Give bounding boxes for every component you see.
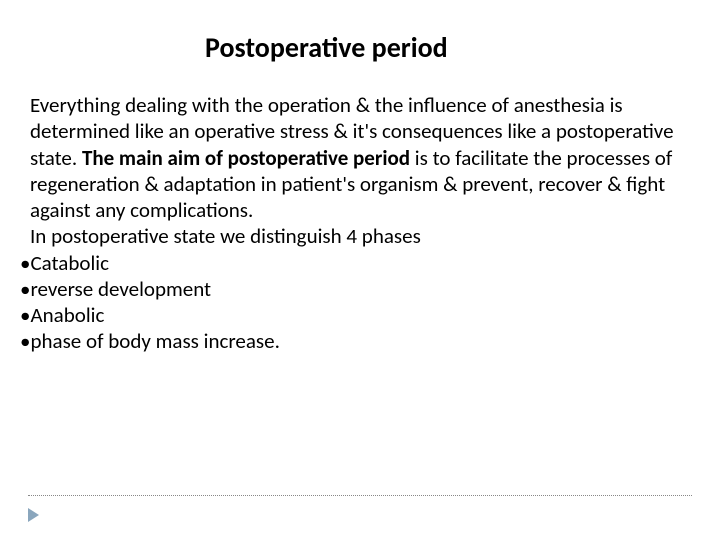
list-item: phase of body mass increase.: [20, 328, 690, 354]
list-item: reverse development: [20, 276, 690, 302]
slide: Postoperative period Everything dealing …: [0, 0, 720, 540]
intro-line-2: In postoperative state we distinguish 4 …: [30, 223, 690, 249]
phase-list: Catabolic reverse development Anabolic p…: [30, 250, 690, 355]
play-icon: [28, 508, 39, 522]
footer-divider: [28, 495, 692, 496]
list-item: Catabolic: [20, 250, 690, 276]
slide-body: Everything dealing with the operation & …: [30, 92, 690, 355]
list-item: Anabolic: [20, 302, 690, 328]
slide-title: Postoperative period: [205, 32, 465, 64]
intro-bold: The main aim of postoperative period: [82, 145, 410, 171]
intro-paragraph: Everything dealing with the operation & …: [30, 92, 690, 223]
